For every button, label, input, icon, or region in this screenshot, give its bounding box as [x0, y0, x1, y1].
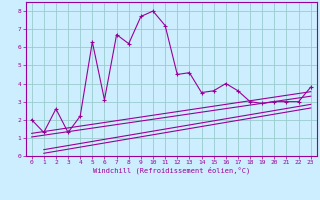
X-axis label: Windchill (Refroidissement éolien,°C): Windchill (Refroidissement éolien,°C): [92, 167, 250, 174]
